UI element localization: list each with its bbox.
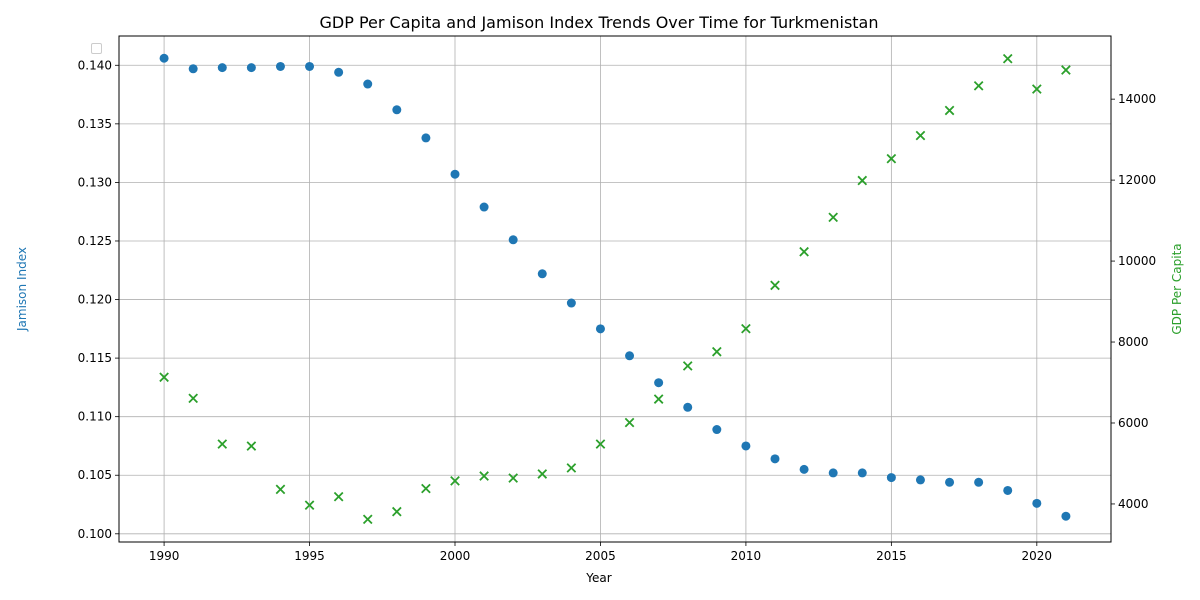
y-tick-label-left: 0.130	[78, 175, 112, 189]
data-point-jamison	[392, 105, 402, 115]
data-point-gdp	[973, 80, 984, 91]
y-tick-label-left: 0.120	[78, 293, 112, 307]
y-tick-label-right: 4000	[1118, 497, 1149, 511]
data-point-gdp	[886, 153, 897, 164]
y-tick-label-right: 10000	[1118, 254, 1156, 268]
y-tick-label-left: 0.110	[78, 410, 112, 424]
data-point-gdp	[275, 484, 286, 495]
data-point-gdp	[566, 463, 577, 473]
x-tick-label: 1995	[294, 549, 325, 563]
data-point-jamison	[421, 133, 431, 143]
y-tick-label-left: 0.100	[78, 527, 112, 541]
data-point-gdp	[944, 105, 955, 116]
data-point-jamison	[915, 475, 925, 485]
data-point-gdp	[537, 469, 548, 479]
y-tick-label-right: 14000	[1118, 92, 1156, 106]
data-point-jamison	[537, 269, 547, 279]
y-tick-label-right: 6000	[1118, 416, 1149, 430]
data-point-jamison	[770, 454, 780, 464]
y-tick-label-left: 0.135	[78, 117, 112, 131]
data-point-gdp	[421, 483, 431, 494]
data-point-gdp	[741, 323, 751, 334]
data-point-jamison	[188, 64, 198, 74]
data-point-gdp	[304, 500, 315, 510]
data-point-gdp	[1061, 65, 1071, 75]
data-point-jamison	[334, 67, 344, 77]
plot-frame	[118, 35, 1112, 543]
data-point-gdp	[653, 394, 664, 404]
data-point-jamison	[974, 477, 984, 487]
data-point-gdp	[479, 471, 489, 481]
y-tick-label-right: 8000	[1118, 335, 1149, 349]
data-point-jamison	[450, 169, 460, 179]
data-point-gdp	[682, 361, 693, 371]
data-point-gdp	[799, 246, 809, 257]
x-tick-label: 1990	[149, 549, 180, 563]
y-tick-label-left: 0.105	[78, 468, 112, 482]
data-point-gdp	[508, 473, 519, 483]
data-point-gdp	[711, 346, 722, 357]
data-point-gdp	[624, 417, 635, 428]
data-point-gdp	[857, 175, 868, 186]
data-point-jamison	[1032, 498, 1042, 508]
y-tick-label-left: 0.115	[78, 351, 112, 365]
data-point-gdp	[217, 439, 228, 449]
x-tick-label: 2010	[731, 549, 762, 563]
y-axis-label-right: GDP Per Capita	[1170, 243, 1184, 334]
marks	[159, 53, 1071, 525]
data-point-gdp	[450, 476, 460, 486]
data-point-jamison	[159, 53, 169, 63]
data-point-gdp	[159, 372, 169, 383]
data-point-gdp	[333, 491, 344, 502]
y-tick-label-right: 12000	[1118, 173, 1156, 187]
data-point-jamison	[625, 351, 635, 361]
y-axis-label-left: Jamison Index	[15, 247, 29, 332]
data-point-jamison	[886, 473, 896, 483]
data-point-jamison	[566, 298, 576, 308]
data-point-jamison	[799, 464, 809, 474]
data-point-jamison	[683, 402, 693, 412]
data-point-jamison	[945, 477, 955, 487]
data-point-gdp	[188, 393, 199, 404]
data-point-jamison	[363, 79, 373, 89]
data-point-jamison	[741, 441, 751, 451]
ticks: 1990 1995 2000 2005 2010 2015 2020 0.100 0.105 0.…	[78, 58, 1157, 563]
data-point-jamison	[479, 202, 489, 212]
data-point-gdp	[391, 506, 402, 517]
chart-title: GDP Per Capita and Jamison Index Trends …	[319, 13, 878, 32]
y-tick-label-left: 0.140	[78, 58, 112, 72]
y-tick-label-left: 0.125	[78, 234, 112, 248]
data-point-gdp	[246, 441, 257, 451]
data-point-jamison	[595, 324, 605, 334]
data-point-jamison	[508, 235, 518, 245]
data-point-gdp	[770, 280, 780, 291]
data-point-gdp	[595, 439, 606, 449]
data-point-gdp	[915, 130, 926, 141]
data-point-jamison	[246, 63, 256, 73]
x-tick-label: 2000	[440, 549, 471, 563]
legend-box	[91, 43, 102, 54]
data-point-jamison	[305, 61, 315, 71]
x-tick-label: 2005	[585, 549, 616, 563]
data-point-jamison	[654, 378, 664, 388]
x-tick-label: 2015	[876, 549, 907, 563]
data-point-gdp	[828, 212, 839, 223]
data-point-jamison	[828, 468, 838, 478]
x-axis-label: Year	[585, 571, 611, 585]
data-point-jamison	[1061, 511, 1071, 521]
data-point-jamison	[712, 425, 722, 435]
grid	[119, 36, 1111, 542]
data-point-jamison	[275, 61, 285, 71]
data-point-gdp	[1031, 84, 1042, 94]
data-point-gdp	[362, 514, 373, 525]
data-point-jamison	[1003, 485, 1013, 495]
data-point-jamison	[857, 468, 867, 478]
x-tick-label: 2020	[1022, 549, 1053, 563]
data-point-jamison	[217, 63, 227, 73]
data-point-gdp	[1002, 53, 1013, 64]
